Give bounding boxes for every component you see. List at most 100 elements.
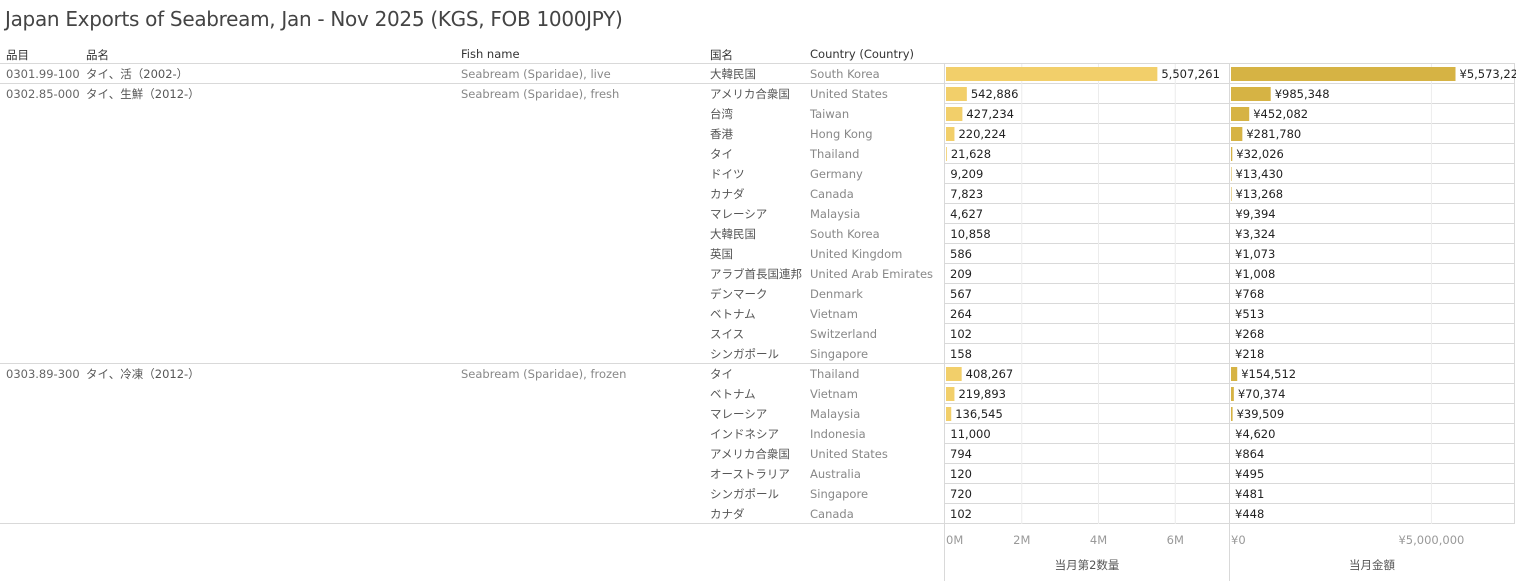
data-label: ¥154,512 — [1241, 367, 1296, 381]
country-jp: スイス — [710, 327, 745, 341]
country-en: Thailand — [810, 367, 860, 381]
country-en: South Korea — [810, 67, 880, 81]
country-jp: カナダ — [710, 187, 745, 201]
data-label: 10,858 — [950, 227, 990, 241]
bar — [946, 107, 963, 121]
country-en: Thailand — [810, 147, 860, 161]
country-en: Malaysia — [810, 207, 861, 221]
country-jp: 台湾 — [710, 107, 733, 121]
bar — [946, 407, 952, 421]
data-label: ¥3,324 — [1235, 227, 1275, 241]
data-label: ¥452,082 — [1253, 107, 1308, 121]
data-label: ¥864 — [1235, 447, 1264, 461]
country-jp: ベトナム — [710, 307, 756, 321]
country-jp: ドイツ — [710, 167, 745, 181]
data-label: 720 — [950, 487, 972, 501]
bar — [1231, 127, 1243, 141]
data-label: 158 — [950, 347, 972, 361]
bar — [1231, 187, 1232, 201]
data-label: ¥4,620 — [1235, 427, 1275, 441]
data-label: ¥5,573,222 — [1460, 67, 1516, 81]
country-jp: 大韓民国 — [710, 67, 756, 81]
group-name: タイ、活（2002-） — [86, 67, 189, 81]
country-en: Singapore — [810, 487, 869, 501]
group-fish-name: Seabream (Sparidae), frozen — [461, 367, 627, 381]
group-divider — [0, 83, 1514, 84]
axis-title: 当月第2数量 — [1055, 558, 1120, 572]
data-label: ¥268 — [1235, 327, 1264, 341]
data-label: ¥768 — [1235, 287, 1264, 301]
axis-title: 当月金額 — [1349, 558, 1395, 572]
country-jp: インドネシア — [710, 427, 779, 441]
country-en: Germany — [810, 167, 863, 181]
group-code: 0302.85-000 — [6, 87, 80, 101]
country-en: Vietnam — [810, 387, 858, 401]
country-jp: オーストラリア — [710, 467, 790, 481]
bar — [946, 127, 955, 141]
group-name: タイ、冷凍（2012-） — [86, 367, 200, 381]
country-jp: 英国 — [710, 247, 733, 261]
country-en: Vietnam — [810, 307, 858, 321]
panel-border-mid — [1229, 63, 1230, 581]
group-name: タイ、生鮮（2012-） — [86, 87, 200, 101]
country-en: Australia — [810, 467, 861, 481]
data-label: ¥281,780 — [1246, 127, 1301, 141]
country-jp: 香港 — [710, 127, 733, 141]
chart-title: Japan Exports of Seabream, Jan - Nov 202… — [5, 7, 623, 31]
country-en: United States — [810, 447, 888, 461]
data-label: 7,823 — [950, 187, 983, 201]
country-jp: シンガポール — [710, 347, 779, 361]
country-jp: ベトナム — [710, 387, 756, 401]
bar — [946, 87, 967, 101]
data-label: ¥1,008 — [1235, 267, 1275, 281]
country-en: Canada — [810, 507, 854, 521]
bar — [1231, 407, 1233, 421]
country-jp: アメリカ合衆国 — [710, 447, 790, 461]
country-jp: デンマーク — [710, 287, 768, 301]
data-label: ¥481 — [1235, 487, 1264, 501]
data-label: 136,545 — [955, 407, 1003, 421]
bar — [946, 367, 962, 381]
axis-tick-label: 2M — [1013, 533, 1030, 547]
country-en: Canada — [810, 187, 854, 201]
country-jp: アメリカ合衆国 — [710, 87, 790, 101]
data-label: 220,224 — [958, 127, 1006, 141]
data-label: ¥513 — [1235, 307, 1264, 321]
group-fish-name: Seabream (Sparidae), live — [461, 67, 611, 81]
country-jp: シンガポール — [710, 487, 779, 501]
header-country-en: Country (Country) — [810, 47, 914, 61]
country-en: Taiwan — [810, 107, 850, 121]
country-en: Singapore — [810, 347, 869, 361]
bar — [1231, 67, 1456, 81]
bar — [1231, 367, 1238, 381]
data-label: 102 — [950, 507, 972, 521]
country-jp: マレーシア — [710, 207, 768, 221]
data-label: 219,893 — [958, 387, 1006, 401]
data-label: ¥70,374 — [1238, 387, 1286, 401]
group-fish-name: Seabream (Sparidae), fresh — [461, 87, 620, 101]
group-code: 0301.99-100 — [6, 67, 80, 81]
data-label: 567 — [950, 287, 972, 301]
bar — [946, 67, 1158, 81]
axis-tick-label: 4M — [1090, 533, 1107, 547]
data-label: ¥985,348 — [1275, 87, 1330, 101]
data-label: 427,234 — [966, 107, 1014, 121]
data-label: 542,886 — [971, 87, 1019, 101]
bar — [1231, 387, 1234, 401]
data-label: 209 — [950, 267, 972, 281]
country-jp: カナダ — [710, 507, 745, 521]
country-jp: タイ — [710, 147, 733, 161]
bar — [1231, 107, 1250, 121]
country-en: United States — [810, 87, 888, 101]
bar — [946, 387, 955, 401]
axis-tick-label: ¥0 — [1231, 533, 1246, 547]
data-label: ¥495 — [1235, 467, 1264, 481]
bar — [946, 147, 947, 161]
data-label: ¥13,430 — [1236, 167, 1284, 181]
data-label: 4,627 — [950, 207, 983, 221]
country-en: Indonesia — [810, 427, 866, 441]
data-label: 11,000 — [950, 427, 990, 441]
bar — [1231, 167, 1232, 181]
data-label: ¥9,394 — [1235, 207, 1275, 221]
